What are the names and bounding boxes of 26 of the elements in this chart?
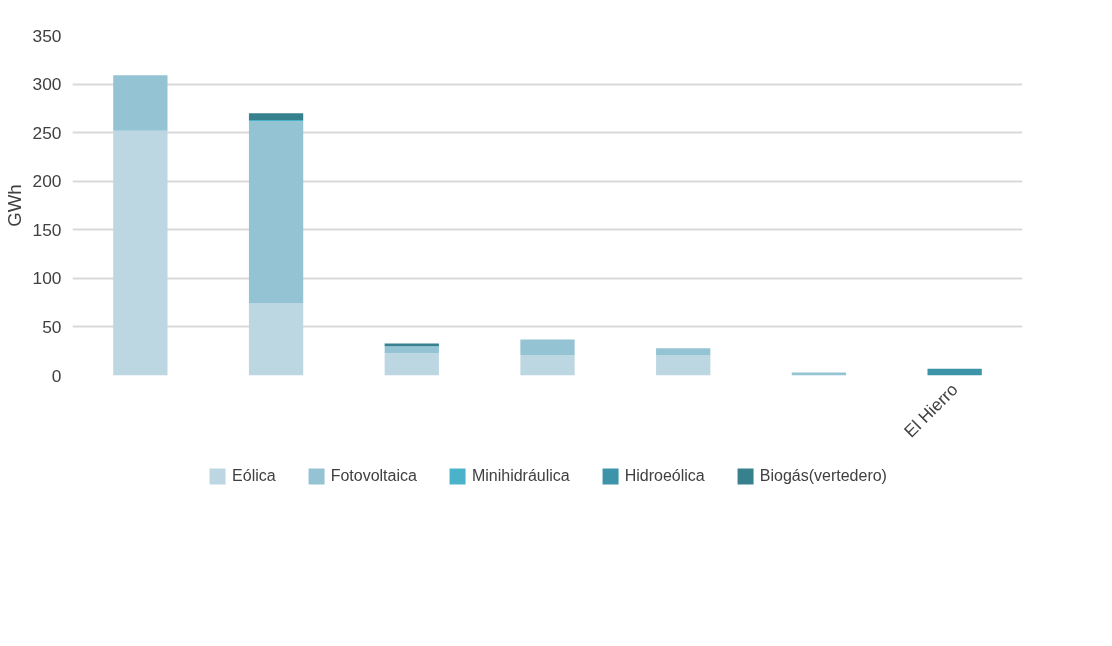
bar: [248, 113, 304, 121]
legend-label: Hidroeólica: [624, 467, 705, 485]
y-tick-label: 300: [32, 74, 62, 95]
bar: [113, 75, 168, 131]
y-tick-label: 0: [51, 365, 62, 386]
y-tick-label: 250: [32, 122, 62, 143]
y-axis-title: GWh: [3, 184, 25, 227]
bar: [520, 339, 575, 356]
bar: [520, 355, 575, 376]
legend-label: Biogás(vertedero): [759, 467, 887, 485]
legend-label: Eólica: [232, 467, 276, 485]
bar: [113, 130, 168, 376]
y-tick-label: 350: [32, 25, 62, 46]
legend-label: Fotovoltaica: [330, 467, 417, 485]
bar: [384, 346, 439, 354]
bar: [384, 353, 439, 376]
y-tick-label: 50: [42, 316, 62, 337]
bar: [384, 343, 439, 347]
bar: [656, 348, 711, 356]
bar: [248, 120, 304, 304]
y-tick-label: 100: [32, 268, 62, 289]
bar: [656, 355, 711, 376]
bar: [248, 303, 304, 376]
legend-label: Minihidráulica: [471, 467, 570, 485]
y-tick-label: 150: [32, 219, 62, 240]
y-tick-label: 200: [32, 171, 62, 192]
